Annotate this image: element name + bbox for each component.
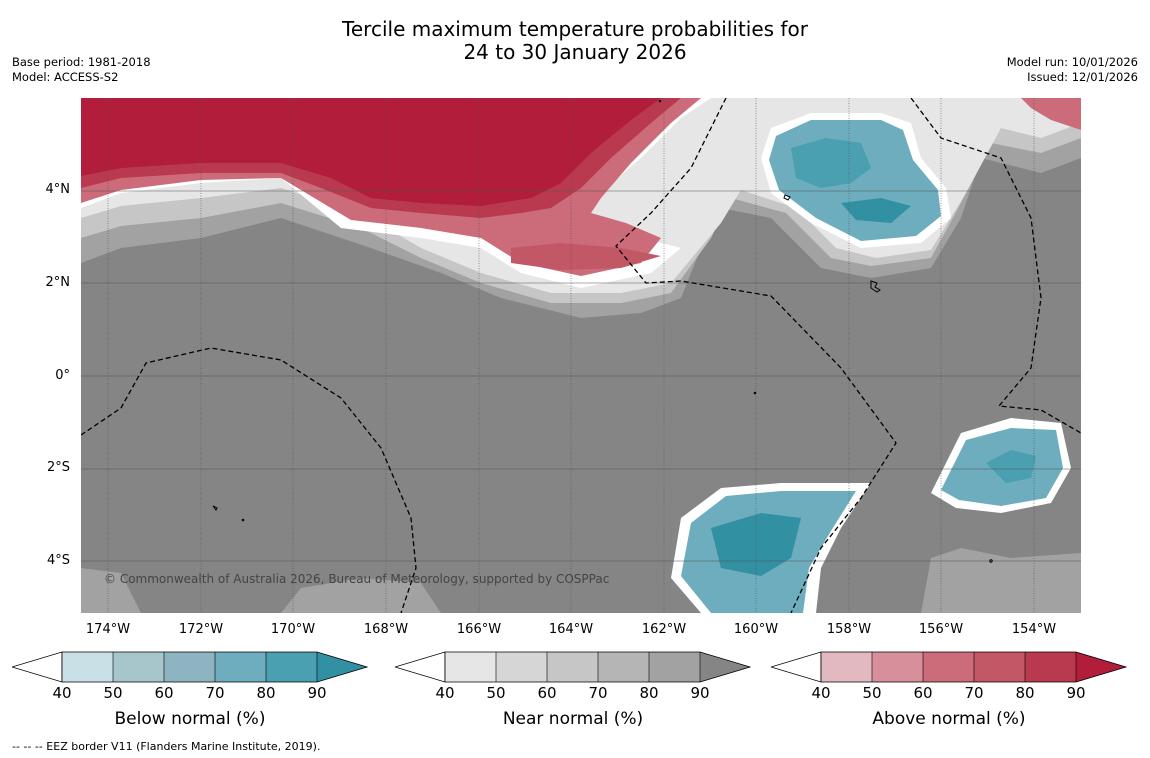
above-normal-label: Above normal (%) (872, 709, 1026, 729)
near-tick-50: 50 (486, 684, 506, 702)
below-normal-se-90 (986, 450, 1036, 483)
above-tick-50: 50 (862, 684, 882, 702)
above-normal-ne (1021, 98, 1081, 130)
lat-grid (81, 190, 1081, 562)
model-info: Base period: 1981-2018 Model: ACCESS-S2 (12, 55, 151, 85)
lon-label-156w: 156°W (918, 622, 964, 637)
below-normal-ne-core (841, 198, 911, 223)
copyright-credit: © Commonwealth of Australia 2026, Bureau… (104, 572, 610, 586)
lat-label-equator: 0° (55, 368, 70, 383)
above-normal-inner-80 (511, 243, 661, 270)
above-tick-90: 90 (1066, 684, 1086, 702)
near-normal-south-patch (281, 578, 441, 613)
below-tick-60: 60 (154, 684, 174, 702)
near-tick-70: 70 (588, 684, 608, 702)
below-normal-ne-90 (791, 138, 871, 188)
below-tick-80: 80 (256, 684, 276, 702)
near-normal-se-patch (921, 548, 1081, 613)
near-normal-label: Near normal (%) (502, 709, 644, 729)
lon-grid (107, 98, 1035, 613)
lat-label-2n: 2°N (45, 275, 71, 290)
lat-label-2s: 2°S (46, 460, 70, 475)
above-tick-40: 40 (811, 684, 831, 702)
lon-label-172w: 172°W (178, 622, 224, 637)
below-normal-s-90 (711, 513, 801, 576)
title-line-1: Tercile maximum temperature probabilitie… (342, 17, 808, 41)
near-tick-90: 90 (690, 684, 710, 702)
eez-borders (81, 98, 1081, 613)
base-period: Base period: 1981-2018 (12, 55, 151, 69)
title-line-2: 24 to 30 January 2026 (463, 40, 687, 64)
lon-label-164w: 164°W (548, 622, 594, 637)
map-title: Tercile maximum temperature probabilitie… (0, 18, 1150, 64)
model-name: Model: ACCESS-S2 (12, 70, 119, 84)
lat-label-4s: 4°S (46, 553, 70, 568)
model-run: Model run: 10/01/2026 (1006, 55, 1138, 69)
below-tick-50: 50 (103, 684, 123, 702)
issued-date: Issued: 12/01/2026 (1027, 70, 1138, 84)
colorbar-below (12, 651, 368, 683)
near-tick-40: 40 (435, 684, 455, 702)
above-normal-90 (81, 98, 661, 206)
map-canvas (81, 98, 1081, 613)
lon-label-170w: 170°W (270, 622, 316, 637)
lon-label-158w: 158°W (826, 622, 872, 637)
near-normal-sw-patch (81, 568, 141, 613)
colorbar-above (771, 651, 1127, 683)
run-info: Model run: 10/01/2026 Issued: 12/01/2026 (1007, 55, 1138, 85)
near-tick-60: 60 (537, 684, 557, 702)
below-tick-70: 70 (205, 684, 225, 702)
above-tick-80: 80 (1015, 684, 1035, 702)
below-tick-40: 40 (52, 684, 72, 702)
probability-map: © Commonwealth of Australia 2026, Bureau… (81, 98, 1081, 613)
below-normal-label: Below normal (%) (114, 709, 266, 729)
colorbar-near (395, 651, 751, 683)
lon-label-162w: 162°W (641, 622, 687, 637)
lon-label-166w: 166°W (456, 622, 502, 637)
islands (212, 99, 993, 563)
near-tick-80: 80 (639, 684, 659, 702)
eez-footnote: -- -- -- EEZ border V11 (Flanders Marine… (12, 740, 321, 753)
lat-label-4n: 4°N (45, 182, 71, 197)
above-tick-60: 60 (913, 684, 933, 702)
above-tick-70: 70 (964, 684, 984, 702)
lon-label-168w: 168°W (363, 622, 409, 637)
lon-label-160w: 160°W (733, 622, 779, 637)
lon-label-174w: 174°W (85, 622, 131, 637)
below-tick-90: 90 (307, 684, 327, 702)
lon-label-154w: 154°W (1011, 622, 1057, 637)
